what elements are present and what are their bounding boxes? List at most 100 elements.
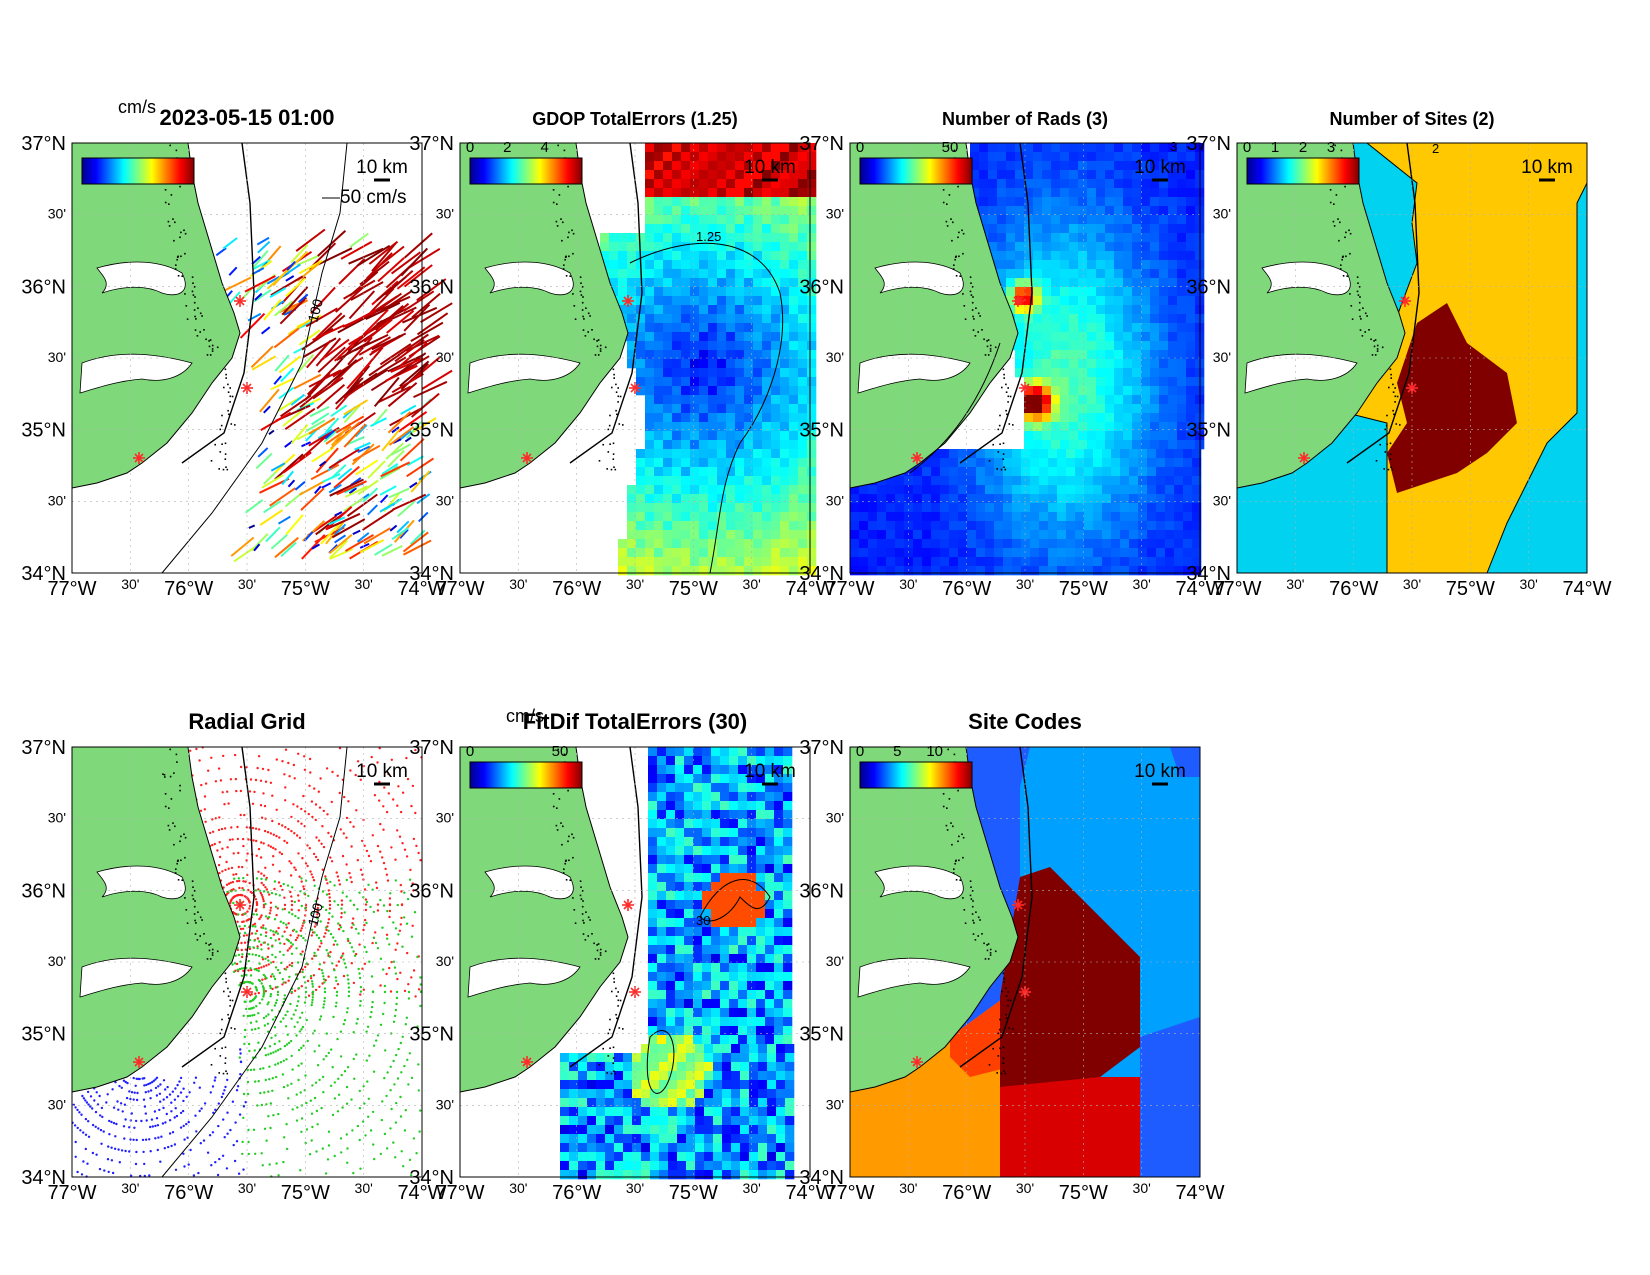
radial-grid-point <box>395 1053 398 1057</box>
heatmap-cell <box>708 314 718 324</box>
sound-south <box>467 353 581 394</box>
radial-grid-point <box>248 904 252 908</box>
heatmap-cell <box>1165 530 1175 540</box>
current-vector <box>374 543 393 556</box>
radial-grid-point <box>302 921 306 924</box>
heatmap-cell <box>699 413 709 423</box>
radial-grid-point <box>399 923 402 926</box>
heatmap-cell <box>762 269 772 279</box>
radial-grid-point <box>316 1123 319 1126</box>
heatmap-cell <box>807 206 817 216</box>
heatmap-cell <box>913 557 923 567</box>
heatmap-cell <box>1078 314 1088 324</box>
heatmap-cell <box>850 530 860 540</box>
heatmap-cell <box>976 485 986 495</box>
heatmap-cell <box>1165 458 1175 468</box>
radial-grid-point <box>407 990 411 994</box>
heatmap-cell <box>1159 422 1169 432</box>
radial-grid-point <box>392 1141 395 1144</box>
radial-grid-point <box>305 1128 309 1131</box>
current-vector <box>329 539 349 560</box>
shoreline-dot <box>977 331 979 333</box>
current-vector <box>385 442 404 460</box>
heatmap-cell <box>1060 386 1070 396</box>
radial-grid-point <box>220 827 224 831</box>
radial-grid-point <box>217 1124 220 1128</box>
heatmap-cell <box>762 197 772 207</box>
heatmap-cell <box>1012 512 1022 522</box>
radial-grid-point <box>162 1079 166 1082</box>
radial-grid-point <box>300 1062 303 1065</box>
heatmap-cell <box>681 278 691 288</box>
radial-grid-point <box>217 828 221 832</box>
heatmap-cell <box>976 494 986 504</box>
heatmap-cell <box>1060 431 1070 441</box>
radial-grid-point <box>273 1042 276 1046</box>
heatmap-cell <box>807 395 817 405</box>
heatmap-cell <box>1060 395 1070 405</box>
shoreline-dot <box>227 995 230 997</box>
heatmap-cell <box>1096 359 1106 369</box>
heatmap-cell <box>1048 449 1058 459</box>
heatmap-cell <box>735 521 745 531</box>
radial-grid-point <box>183 1165 186 1168</box>
heatmap-cell <box>690 233 700 243</box>
heatmap-cell <box>717 143 727 153</box>
heatmap-cell <box>1078 422 1088 432</box>
heatmap-cell <box>1078 143 1088 153</box>
heatmap-cell <box>744 368 754 378</box>
radial-grid-point <box>342 1022 345 1026</box>
heatmap-cell <box>1075 458 1085 468</box>
radial-grid-point <box>257 1027 260 1030</box>
shoreline-dot <box>191 290 194 293</box>
heatmap-cell <box>789 467 799 477</box>
heatmap-cell <box>1132 260 1142 270</box>
heatmap-cell <box>627 287 637 297</box>
shoreline-dot <box>199 331 201 333</box>
shoreline-dot <box>1345 255 1347 258</box>
shoreline-dot <box>194 296 196 298</box>
heatmap-cell <box>1078 359 1088 369</box>
shoreline-dot <box>1000 468 1003 471</box>
heatmap-cell <box>663 233 673 243</box>
heatmap-cell <box>1078 233 1088 243</box>
radial-grid-point <box>93 1099 96 1102</box>
heatmap-cell <box>1159 287 1169 297</box>
heatmap-cell <box>690 377 700 387</box>
radial-grid-point <box>263 1024 267 1027</box>
station-marker-stroke <box>912 453 922 463</box>
heatmap-cell <box>663 152 673 162</box>
radial-grid-point <box>142 1098 146 1101</box>
heatmap-cell <box>717 161 727 171</box>
heatmap-cell <box>985 485 995 495</box>
heatmap-cell <box>1132 161 1142 171</box>
heatmap-cell <box>690 188 700 198</box>
current-vector <box>270 462 286 472</box>
shoreline-dot <box>1005 391 1008 393</box>
heatmap-cell <box>1168 278 1178 288</box>
radial-grid-point <box>290 964 294 968</box>
shoreline-dot <box>1344 236 1346 239</box>
heatmap-cell <box>735 161 745 171</box>
heatmap-cell <box>744 206 754 216</box>
current-vector <box>389 524 398 532</box>
radial-grid-point <box>167 1145 170 1149</box>
radial-grid-point <box>259 856 263 859</box>
heatmap-cell <box>1015 368 1025 378</box>
radial-grid-point <box>264 934 268 938</box>
heatmap-cell <box>970 179 980 189</box>
gdop-contour <box>629 242 784 574</box>
heatmap-cell <box>1033 188 1043 198</box>
heatmap-cell <box>1087 422 1097 432</box>
heatmap-cell <box>997 233 1007 243</box>
heatmap-cell <box>654 287 664 297</box>
heatmap-cell <box>1078 395 1088 405</box>
radial-grid-point <box>150 1118 154 1121</box>
lon-tick-label: 75°W <box>1059 578 1108 600</box>
heatmap-cell <box>600 242 610 252</box>
heatmap-cell <box>708 143 718 153</box>
shoreline-dot <box>556 225 559 227</box>
current-vector <box>334 336 362 362</box>
heatmap-cell <box>1030 557 1040 567</box>
heatmap-cell <box>789 296 799 306</box>
